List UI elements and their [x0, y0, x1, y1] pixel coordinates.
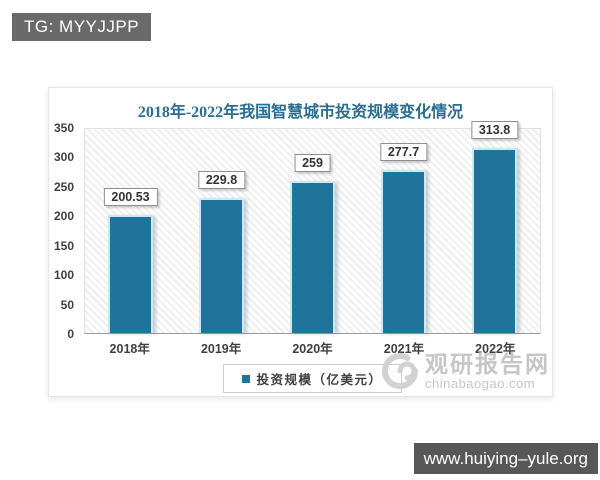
- y-tick-label: 50: [60, 297, 74, 312]
- plot-area: 200.53 229.8 259 277.7 313.8: [84, 121, 541, 334]
- y-tick-label: 200: [53, 209, 74, 224]
- bar-slot: 200.53: [85, 129, 176, 333]
- x-axis-label: 2022年: [475, 342, 516, 356]
- x-axis-label: 2019年: [200, 342, 242, 356]
- legend-swatch-icon: [242, 374, 251, 383]
- bar-value-label: 229.8: [197, 170, 246, 189]
- legend-label: 投资规模（亿美元）: [256, 373, 383, 387]
- bar: [199, 197, 244, 333]
- bar: [472, 148, 517, 333]
- bar-value-label: 313.8: [470, 121, 519, 140]
- bar: [381, 169, 426, 333]
- x-axis-label: 2021年: [383, 342, 425, 356]
- x-axis-labels: 2018年 2019年 2020年 2021年 2022年: [84, 338, 541, 357]
- bar: [108, 214, 153, 333]
- legend: 投资规模（亿美元）: [84, 364, 541, 393]
- top-left-watermark-badge: TG: MYYJJPP: [12, 13, 152, 41]
- bar-slot: 277.7: [358, 129, 449, 333]
- bar-slot: 259: [267, 129, 358, 333]
- bar-value-label: 259: [294, 153, 331, 172]
- y-tick-label: 350: [53, 121, 74, 135]
- y-tick-label: 150: [53, 238, 74, 253]
- bottom-right-url-badge: www.huiying–yule.org: [413, 443, 598, 474]
- bar-value-label: 200.53: [103, 187, 158, 206]
- y-tick-label: 0: [67, 327, 74, 341]
- bar: [290, 180, 335, 333]
- y-tick-label: 100: [53, 268, 74, 283]
- y-tick-label: 300: [53, 150, 74, 165]
- x-axis-label: 2020年: [292, 342, 333, 356]
- x-axis-label: 2018年: [109, 342, 150, 356]
- chart-card: 2018年-2022年我国智慧城市投资规模变化情况 0 50 100 150 200 25…: [48, 87, 553, 397]
- chart-title: 2018年-2022年我国智慧城市投资规模变化情况: [137, 104, 464, 121]
- legend-box: 投资规模（亿美元）: [223, 364, 402, 393]
- bar-slot: 313.8: [449, 121, 540, 333]
- bar-slot: 229.8: [176, 129, 267, 333]
- bar-value-label: 277.7: [379, 142, 428, 161]
- y-tick-label: 250: [53, 179, 74, 194]
